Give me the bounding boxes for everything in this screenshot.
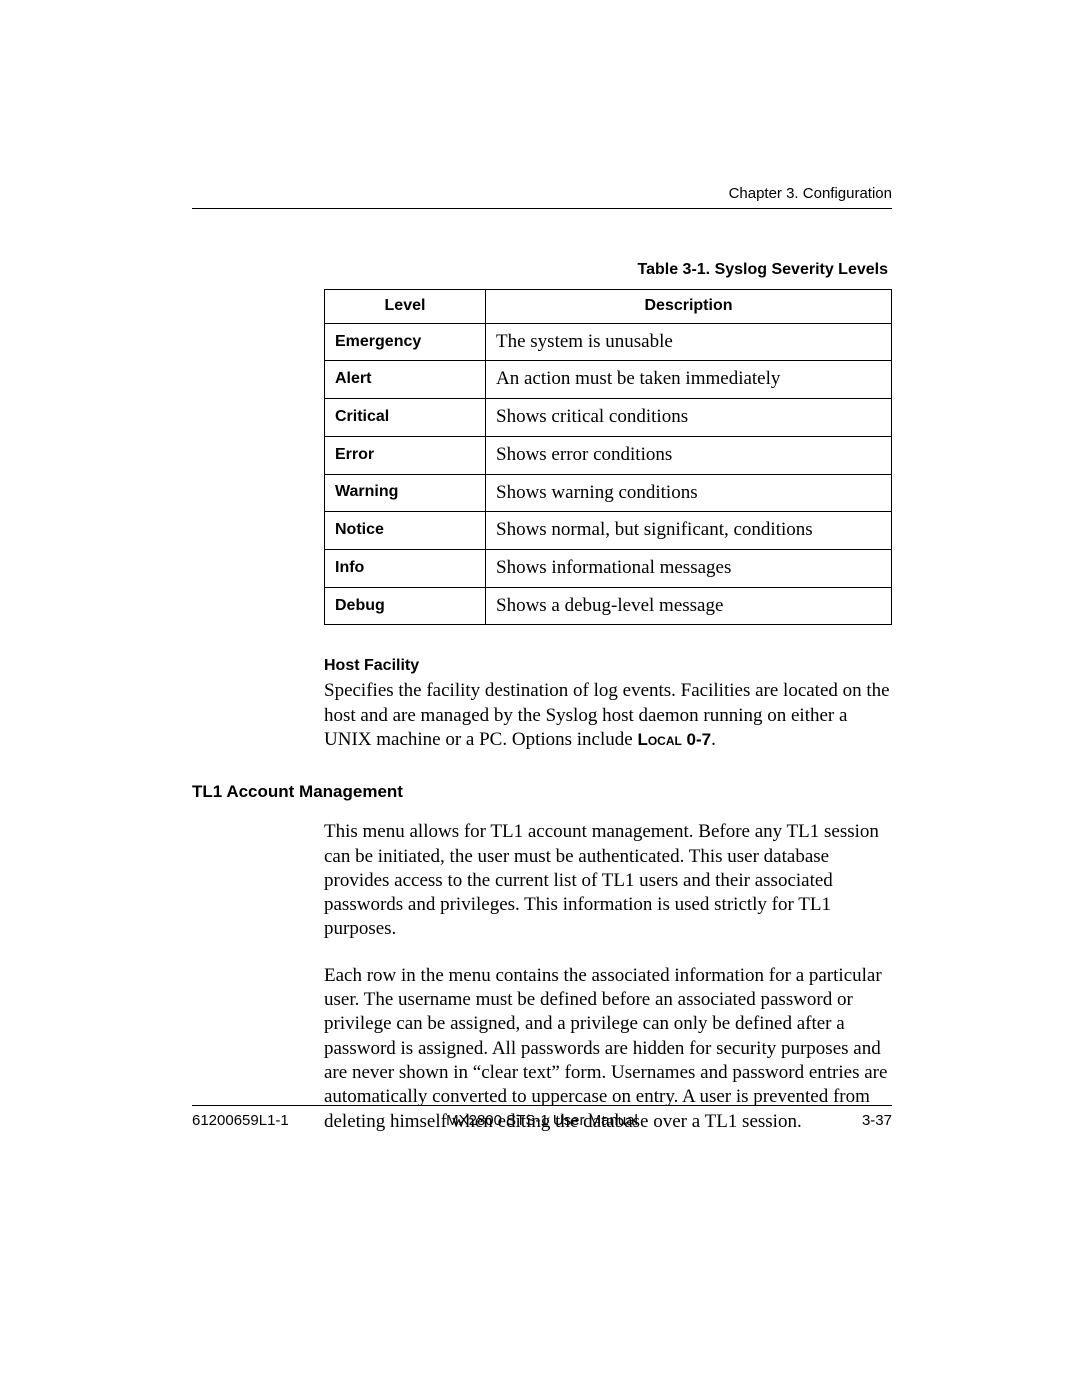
cell-level: Critical (325, 399, 486, 437)
tl1-heading: TL1 Account Management (192, 782, 892, 802)
table-row: Notice Shows normal, but significant, co… (325, 512, 892, 550)
table-row: Debug Shows a debug-level message (325, 587, 892, 625)
severity-table-wrap: Level Description Emergency The system i… (324, 289, 892, 625)
table-row: Alert An action must be taken immediatel… (325, 361, 892, 399)
cell-desc: Shows critical conditions (486, 399, 892, 437)
cell-level: Notice (325, 512, 486, 550)
chapter-header: Chapter 3. Configuration (192, 185, 892, 209)
host-facility-text-post: . (711, 729, 716, 750)
col-header-level: Level (325, 290, 486, 324)
table-caption: Table 3-1. Syslog Severity Levels (192, 261, 892, 279)
cell-desc: Shows informational messages (486, 549, 892, 587)
table-row: Emergency The system is unusable (325, 323, 892, 361)
cell-level: Alert (325, 361, 486, 399)
host-facility-body: Specifies the facility destination of lo… (324, 679, 892, 752)
cell-desc: Shows a debug-level message (486, 587, 892, 625)
table-row: Info Shows informational messages (325, 549, 892, 587)
cell-desc: Shows warning conditions (486, 474, 892, 512)
host-facility-heading: Host Facility (324, 657, 892, 675)
local-range-label: Local 0-7 (637, 730, 711, 749)
host-facility-section: Host Facility Specifies the facility des… (324, 657, 892, 752)
cell-desc: The system is unusable (486, 323, 892, 361)
page-footer: 61200659L1-1 3-37 MX2800 STS-1 User Manu… (192, 1105, 892, 1132)
host-facility-text-pre: Specifies the facility destination of lo… (324, 680, 890, 750)
footer-center: MX2800 STS-1 User Manual (192, 1112, 892, 1129)
tl1-para-1: This menu allows for TL1 account managem… (324, 820, 892, 942)
cell-level: Info (325, 549, 486, 587)
table-row: Critical Shows critical conditions (325, 399, 892, 437)
table-header-row: Level Description (325, 290, 892, 324)
cell-level: Warning (325, 474, 486, 512)
cell-level: Emergency (325, 323, 486, 361)
col-header-description: Description (486, 290, 892, 324)
table-row: Error Shows error conditions (325, 436, 892, 474)
table-row: Warning Shows warning conditions (325, 474, 892, 512)
cell-desc: An action must be taken immediately (486, 361, 892, 399)
cell-desc: Shows normal, but significant, condition… (486, 512, 892, 550)
cell-desc: Shows error conditions (486, 436, 892, 474)
cell-level: Error (325, 436, 486, 474)
severity-table: Level Description Emergency The system i… (324, 289, 892, 625)
cell-level: Debug (325, 587, 486, 625)
page-content: Chapter 3. Configuration Table 3-1. Sysl… (192, 185, 892, 1156)
